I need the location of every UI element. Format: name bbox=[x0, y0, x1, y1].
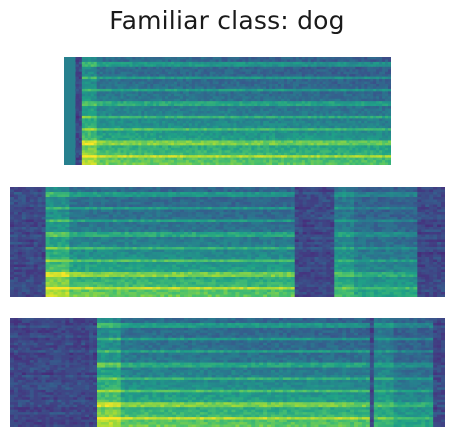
figure-title: Familiar class: dog bbox=[109, 6, 345, 35]
spectrogram-image-3 bbox=[10, 318, 445, 427]
spectrogram-image-2 bbox=[10, 187, 445, 297]
spectrogram-image-1 bbox=[64, 57, 391, 165]
